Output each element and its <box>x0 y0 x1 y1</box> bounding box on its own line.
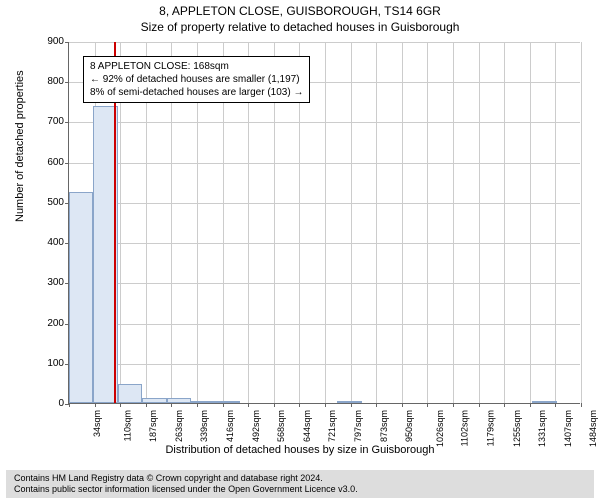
x-tick-label: 950sqm <box>404 410 414 442</box>
y-tick-label: 600 <box>34 157 64 168</box>
x-tick <box>351 403 352 407</box>
grid-line-v <box>427 42 428 403</box>
x-tick <box>530 403 531 407</box>
x-tick <box>427 403 428 407</box>
y-tick-label: 300 <box>34 277 64 288</box>
footer: Contains HM Land Registry data © Crown c… <box>6 470 594 498</box>
x-tick-label: 1407sqm <box>563 410 573 447</box>
x-tick-label: 1255sqm <box>512 410 522 447</box>
x-tick-label: 339sqm <box>199 410 209 442</box>
x-tick-label: 873sqm <box>379 410 389 442</box>
title-sub: Size of property relative to detached ho… <box>0 20 600 34</box>
x-tick-label: 644sqm <box>302 410 312 442</box>
x-tick <box>325 403 326 407</box>
x-tick <box>299 403 300 407</box>
y-tick-label: 0 <box>34 398 64 409</box>
footer-line1: Contains HM Land Registry data © Crown c… <box>14 473 586 484</box>
x-tick <box>120 403 121 407</box>
x-tick <box>504 403 505 407</box>
x-tick-label: 721sqm <box>327 410 337 442</box>
histogram-bar <box>191 401 215 403</box>
annotation-line: 8 APPLETON CLOSE: 168sqm <box>90 60 303 73</box>
x-tick-label: 1331sqm <box>537 410 547 447</box>
x-tick <box>376 403 377 407</box>
x-tick <box>555 403 556 407</box>
x-tick <box>402 403 403 407</box>
histogram-bar <box>69 192 93 403</box>
x-tick-label: 110sqm <box>122 410 132 441</box>
grid-line-v <box>581 42 582 403</box>
footer-line2: Contains public sector information licen… <box>14 484 586 495</box>
grid-line-v <box>530 42 531 403</box>
x-tick-label: 797sqm <box>353 410 363 442</box>
chart-plot-area: 8 APPLETON CLOSE: 168sqm← 92% of detache… <box>68 42 580 404</box>
y-tick-label: 900 <box>34 36 64 47</box>
grid-line-v <box>453 42 454 403</box>
y-tick-label: 100 <box>34 358 64 369</box>
y-tick <box>65 163 69 164</box>
grid-line-v <box>479 42 480 403</box>
y-tick-label: 200 <box>34 318 64 329</box>
title-main: 8, APPLETON CLOSE, GUISBOROUGH, TS14 6GR <box>0 4 600 18</box>
annotation-box: 8 APPLETON CLOSE: 168sqm← 92% of detache… <box>83 56 310 103</box>
x-tick-label: 1179sqm <box>485 410 495 446</box>
y-axis-label: Number of detached properties <box>14 70 26 222</box>
grid-line-v <box>504 42 505 403</box>
y-tick-label: 500 <box>34 197 64 208</box>
x-axis-label: Distribution of detached houses by size … <box>0 444 600 456</box>
y-tick <box>65 42 69 43</box>
y-tick <box>65 122 69 123</box>
annotation-line: ← 92% of detached houses are smaller (1,… <box>90 73 303 86</box>
y-tick-label: 400 <box>34 237 64 248</box>
y-tick <box>65 82 69 83</box>
histogram-bar <box>167 398 191 403</box>
x-tick <box>479 403 480 407</box>
x-tick <box>581 403 582 407</box>
x-tick-label: 1026sqm <box>435 410 445 447</box>
grid-line-v <box>402 42 403 403</box>
grid-line-v <box>351 42 352 403</box>
x-tick-label: 34sqm <box>92 410 102 437</box>
y-tick-label: 700 <box>34 116 64 127</box>
x-tick <box>69 403 70 407</box>
histogram-bar <box>337 401 361 403</box>
x-tick-label: 263sqm <box>174 410 184 442</box>
histogram-bar <box>142 398 166 403</box>
x-tick <box>95 403 96 407</box>
x-tick-label: 187sqm <box>148 410 158 442</box>
histogram-bar <box>215 401 239 403</box>
x-tick-label: 416sqm <box>225 410 235 442</box>
grid-line-v <box>376 42 377 403</box>
histogram-bar <box>118 384 142 403</box>
x-tick <box>171 403 172 407</box>
chart-container: 8, APPLETON CLOSE, GUISBOROUGH, TS14 6GR… <box>0 0 600 500</box>
x-tick-label: 1102sqm <box>460 410 470 446</box>
y-tick-label: 800 <box>34 76 64 87</box>
x-tick-label: 492sqm <box>251 410 261 442</box>
annotation-line: 8% of semi-detached houses are larger (1… <box>90 86 303 99</box>
x-tick-label: 568sqm <box>276 410 286 442</box>
grid-line-v <box>325 42 326 403</box>
x-tick <box>453 403 454 407</box>
x-tick <box>274 403 275 407</box>
x-tick-label: 1484sqm <box>588 410 598 447</box>
x-tick <box>197 403 198 407</box>
x-tick <box>248 403 249 407</box>
x-tick <box>223 403 224 407</box>
histogram-bar <box>532 401 556 403</box>
grid-line-v <box>555 42 556 403</box>
x-tick <box>146 403 147 407</box>
